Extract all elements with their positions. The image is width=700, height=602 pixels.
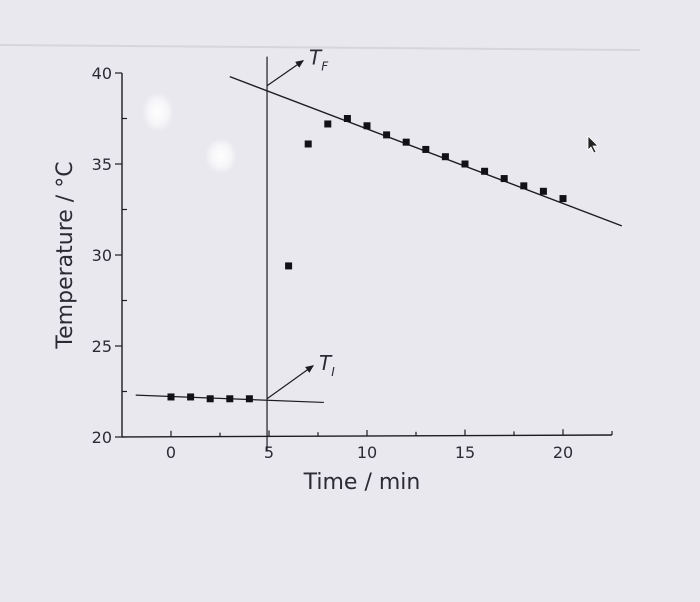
y-tick-label: 20	[92, 428, 112, 447]
x-tick-label: 10	[357, 443, 377, 462]
data-point	[226, 395, 234, 403]
data-point	[206, 395, 214, 403]
t-i-label: TI	[319, 351, 335, 379]
data-point	[343, 115, 351, 122]
data-point	[481, 167, 489, 175]
data-point	[383, 131, 391, 139]
data-point	[304, 140, 312, 148]
glare-spot	[142, 92, 174, 132]
data-point	[539, 187, 547, 195]
t-i-arrow	[266, 365, 315, 400]
data-point	[363, 122, 371, 130]
y-tick-label: 35	[92, 155, 112, 174]
data-point	[285, 262, 293, 270]
x-tick-label: 5	[264, 443, 274, 462]
y-tick-label: 25	[92, 337, 112, 356]
t-f-label-subscript: F	[321, 60, 329, 74]
data-point	[187, 393, 195, 401]
x-tick-label: 20	[553, 443, 573, 462]
x-axis-label: Time / min	[303, 470, 421, 495]
data-point	[324, 120, 332, 128]
cursor-icon	[587, 135, 599, 154]
t-f-arrow	[266, 60, 305, 87]
axes: 20 25 30 35 40 0 5 10 15 20	[92, 64, 613, 462]
y-tick-label: 40	[92, 64, 112, 83]
glare-spot	[205, 138, 237, 174]
t-i-label-subscript: I	[331, 365, 335, 379]
data-points	[167, 115, 567, 403]
data-point	[167, 393, 175, 401]
x-tick-label: 15	[455, 443, 475, 462]
y-tick-label: 30	[92, 246, 112, 265]
data-point	[422, 145, 430, 153]
data-point	[559, 195, 567, 203]
data-point	[520, 182, 528, 190]
data-point	[441, 153, 449, 161]
data-point	[500, 175, 508, 183]
data-point	[402, 138, 410, 146]
data-point	[245, 395, 253, 403]
y-axis-label: Temperature / °C	[53, 161, 78, 349]
x-tick-label: 0	[166, 443, 176, 462]
screen-edge-line	[0, 44, 641, 51]
data-point	[461, 160, 469, 168]
